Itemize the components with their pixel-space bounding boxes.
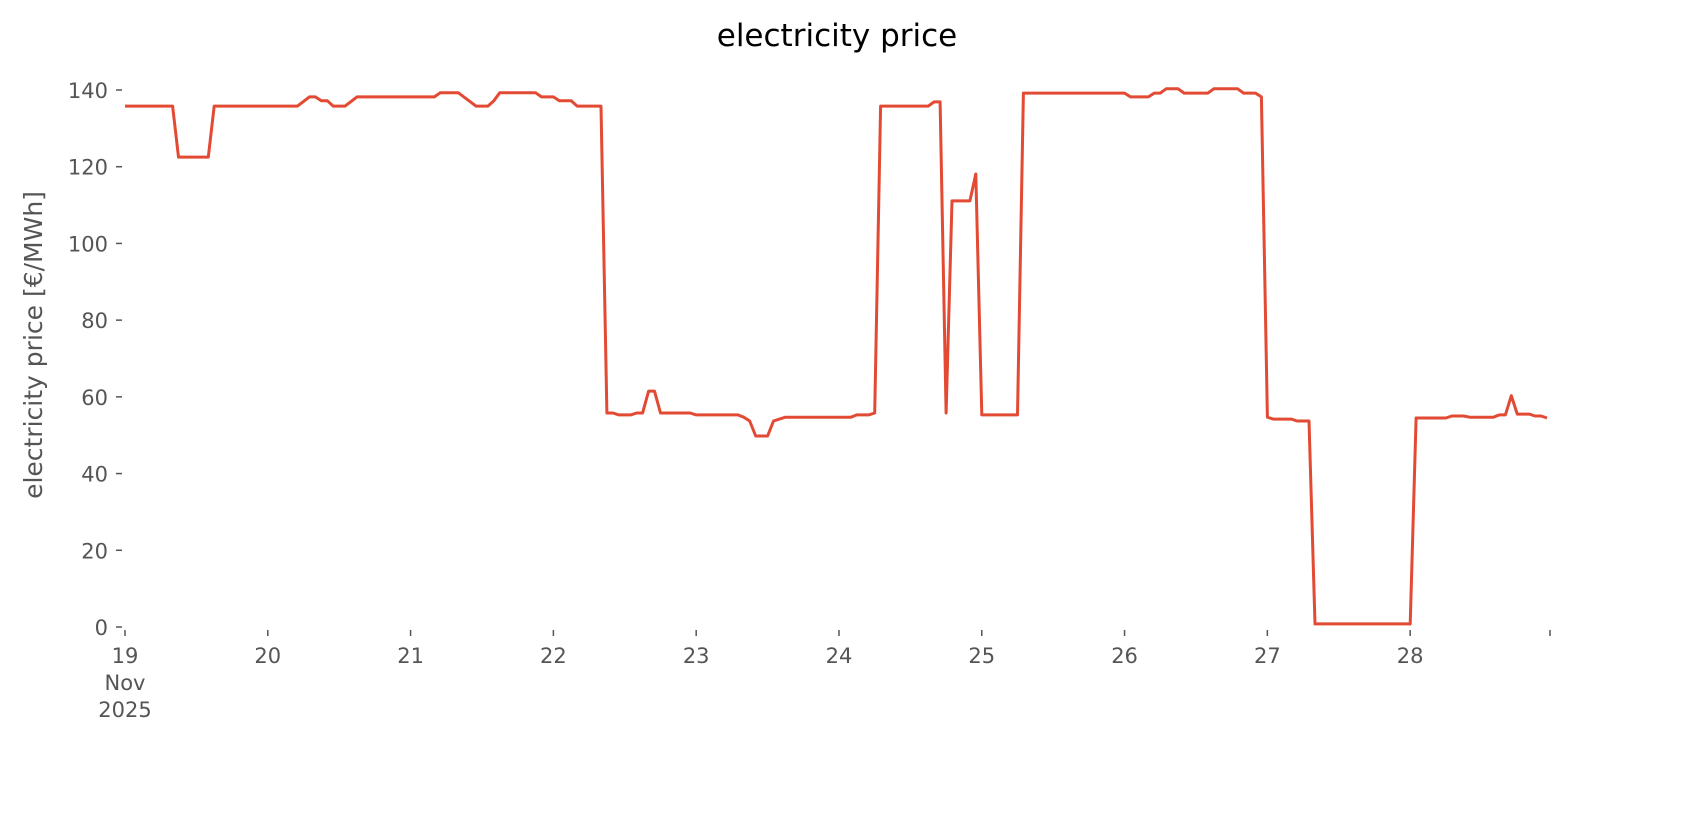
- y-tick-label: 0: [95, 616, 108, 640]
- x-tick-label: 19: [112, 644, 139, 668]
- series-group: [124, 87, 1548, 626]
- price-line: [125, 87, 1548, 626]
- x-tick-label: 26: [1111, 644, 1138, 668]
- x-tick-label: 23: [683, 644, 710, 668]
- x-tick-label: 24: [826, 644, 853, 668]
- x-tick-label: Nov: [105, 671, 146, 695]
- y-tick-label: 80: [81, 309, 108, 333]
- x-tick-label: 20: [254, 644, 281, 668]
- y-tick-label: 120: [68, 156, 108, 180]
- x-tick-label: 22: [540, 644, 567, 668]
- x-tick-label: 21: [397, 644, 424, 668]
- x-tick-label: 25: [968, 644, 995, 668]
- y-tick-label: 60: [81, 386, 108, 410]
- chart-title: electricity price: [717, 18, 957, 54]
- y-axis-label: electricity price [€/MWh]: [19, 191, 48, 499]
- y-tick-label: 20: [81, 539, 108, 563]
- x-tick-label: 27: [1254, 644, 1281, 668]
- x-axis: 19 Nov 2025 20 21 22 23 24 25 26 27 28: [98, 630, 1551, 722]
- y-tick-label: 100: [68, 232, 108, 256]
- x-tick-label: 2025: [98, 698, 151, 722]
- x-tick-label: 28: [1397, 644, 1424, 668]
- y-tick-label: 140: [68, 79, 108, 103]
- y-tick-label: 40: [81, 463, 108, 487]
- y-axis: 0 20 40 60 80 100 120 140: [68, 79, 122, 640]
